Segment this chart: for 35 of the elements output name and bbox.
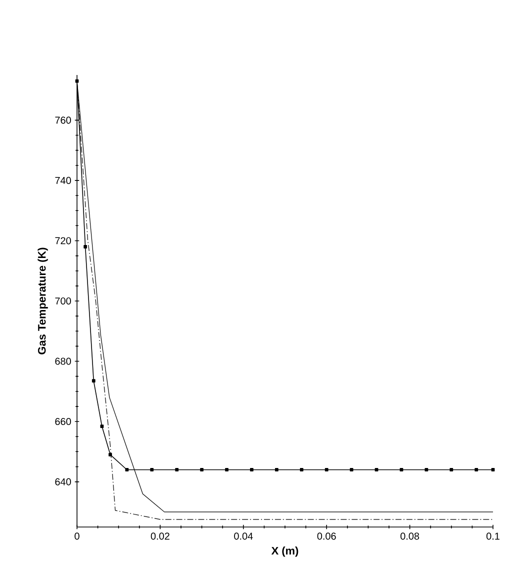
y-tick-label: 740 (55, 176, 71, 184)
y-axis-title: Gas Temperature (K) (38, 248, 48, 354)
point (250, 468, 254, 472)
point (491, 468, 495, 472)
point (150, 468, 154, 472)
point (274, 468, 278, 472)
point (175, 468, 179, 472)
point (350, 468, 354, 472)
x-tick-label: 0.02 (150, 532, 170, 540)
point (300, 468, 304, 472)
point (225, 468, 228, 472)
point (125, 468, 129, 472)
y-tick-label: 720 (55, 237, 71, 244)
point (324, 468, 328, 472)
point (92, 379, 96, 383)
point (200, 468, 204, 472)
x-tick-label: 0.06 (317, 532, 336, 540)
x-tick-label: 0.1 (486, 532, 500, 540)
y-tick-label: 640 (55, 478, 71, 486)
point (374, 468, 378, 472)
x-tick-label: 0 (74, 532, 80, 540)
point (400, 468, 404, 472)
point (474, 468, 478, 472)
point (100, 424, 104, 428)
point (84, 245, 88, 248)
y-tick-label: 760 (55, 116, 71, 124)
x-axis-title: X (m) (271, 546, 298, 557)
x-tick-label: 0.08 (400, 532, 420, 540)
y-tick-label: 700 (55, 297, 71, 305)
y-tick-label: 680 (55, 358, 71, 365)
x-tick-label: 0.04 (234, 532, 253, 540)
point (424, 468, 428, 472)
point (108, 452, 112, 456)
point (450, 468, 454, 472)
y-tick-label: 660 (55, 418, 71, 426)
